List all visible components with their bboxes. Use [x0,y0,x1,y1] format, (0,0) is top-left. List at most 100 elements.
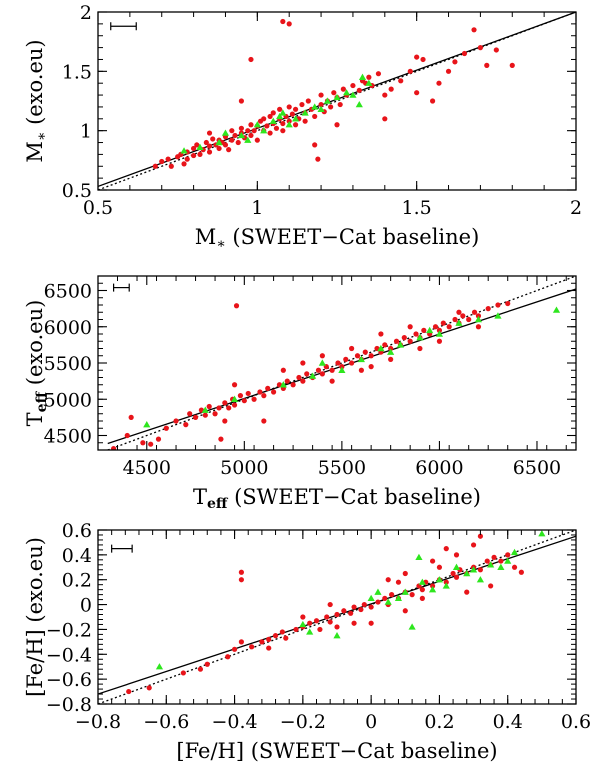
data-point-red [351,604,357,610]
y-tick-label: 1 [80,121,92,143]
data-point-green [291,115,300,122]
data-point-red [335,360,341,366]
x-tick-label: −0.4 [212,711,258,733]
data-point-red [218,436,224,442]
data-point-red [331,90,337,96]
data-point-red [283,635,289,641]
data-point-red [509,62,515,68]
data-point-red [222,142,229,148]
data-point-red [366,74,372,80]
x-tick-label: 0 [365,711,377,733]
data-point-red [341,608,347,614]
plot-area [98,12,576,190]
data-point-red [471,309,478,315]
data-point-red [225,654,231,660]
data-point-red [222,400,228,406]
panel-metallicity: −0.8 −0.6 −0.4 −0.2 0 0.2 0.4 0.6−0.8−0.6−0.4−0… [23,520,591,763]
data-point-red [173,418,179,424]
y-tick-label: 0 [80,595,92,617]
data-point-red [484,62,490,68]
data-point-green [333,632,341,639]
data-point-red [401,335,407,341]
data-point-red [493,47,499,53]
data-point-red [358,606,364,613]
data-point-red [194,142,200,148]
data-point-red [443,579,449,585]
data-point-red [146,685,152,691]
data-point-red [349,360,355,366]
data-point-red [238,639,244,645]
data-point-green [374,588,382,595]
data-point-red [267,130,273,136]
data-point-red [148,441,154,447]
data-point-red [304,371,310,377]
y-tick-label: 6000 [44,317,92,339]
data-point-red [339,364,345,370]
y-tick-label: −0.6 [46,669,92,691]
data-point-red [389,592,395,598]
data-point-green [394,594,403,602]
data-point-red [388,356,394,362]
data-point-red [378,331,384,337]
data-point-red [388,345,394,352]
data-point-red [436,327,443,333]
data-point-green [279,109,287,116]
data-point-red [191,145,197,152]
data-point-red [313,618,320,624]
data-point-red [368,620,374,626]
data-point-green [408,623,416,630]
data-point-red [237,393,244,399]
y-tick-label: −0.2 [46,619,92,641]
data-point-red [475,324,482,330]
data-point-red [327,601,333,608]
data-point-red [348,610,354,616]
data-point-green [342,89,351,96]
data-point-red [286,104,292,110]
data-point-green [396,341,405,348]
data-point-red [351,620,357,626]
data-point-red [300,614,306,620]
x-tick-label: 0.6 [561,711,591,733]
data-point-red [280,120,286,127]
data-point-red [300,378,306,384]
data-point-red [155,436,162,442]
data-point-red [305,98,311,104]
x-axis-label: Teff (SWEET−Cat baseline) [193,485,481,512]
data-point-red [197,151,203,157]
panel-effective-temperature: 4500 5000 5500 6000 6500 4500 5000 5500 6000 6500… [23,275,577,512]
data-point-red [168,163,174,169]
data-point-red [204,661,210,667]
data-point-green [143,421,151,428]
data-point-red [446,324,452,330]
data-point-green [333,93,341,101]
data-point-red [226,147,232,153]
data-point-red [206,130,213,136]
data-point-green [367,594,375,602]
data-point-green [452,563,461,570]
data-point-red [226,405,232,411]
y-tick-label: 0.2 [62,570,92,592]
data-point-red [475,313,482,319]
data-point-green [401,588,409,595]
error-bar [113,283,130,292]
data-point-green [538,530,546,537]
data-point-green [435,330,444,337]
x-tick-label: 1 [251,197,263,219]
data-point-red [261,116,267,122]
data-point-green [349,91,357,98]
data-point-red [248,56,254,63]
x-tick-label: 1.5 [402,197,432,219]
data-point-red [277,106,283,112]
data-point-red [241,398,247,404]
data-point-red [375,71,382,77]
data-point-red [248,122,254,128]
data-point-red [251,128,257,134]
data-point-red [337,101,343,108]
data-point-green [196,143,204,150]
data-point-red [270,389,277,395]
y-tick-label: 5000 [44,389,92,411]
data-point-red [413,331,419,337]
data-point-red [402,570,408,577]
data-point-red [292,122,299,128]
data-point-red [212,411,218,417]
